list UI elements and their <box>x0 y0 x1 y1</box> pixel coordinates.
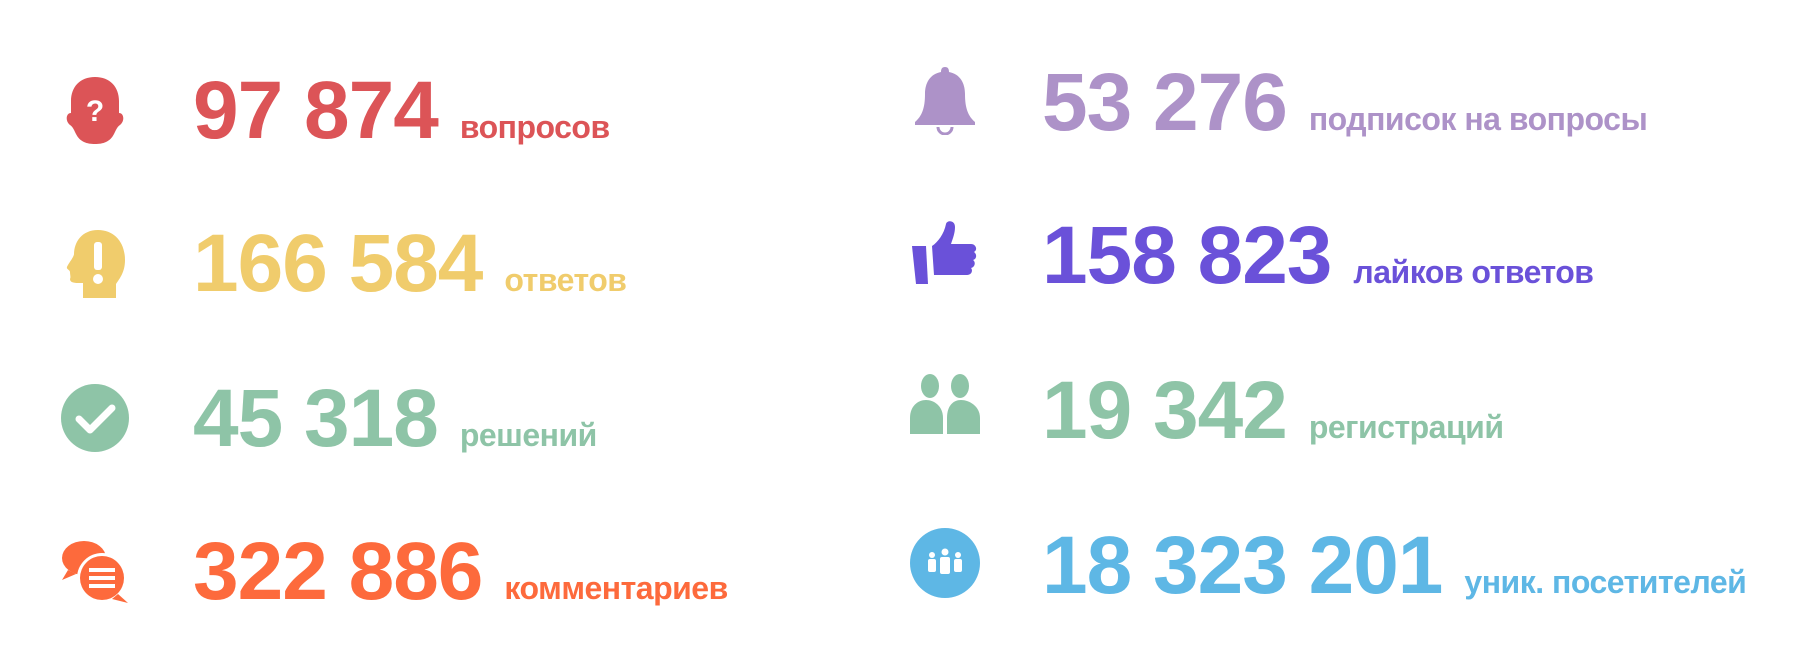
stat-likes: 158 823 лайков ответов <box>1042 210 1594 305</box>
stat-comments: 322 886 комментариев <box>193 531 728 621</box>
stat-value: 166 584 <box>193 218 483 309</box>
icon-wrap <box>60 228 130 298</box>
icon-wrap: ? <box>60 75 130 145</box>
svg-text:?: ? <box>86 95 104 128</box>
stat-label: решений <box>459 417 597 453</box>
thumbs-up-icon <box>912 221 977 284</box>
stat-value: 45 318 <box>193 373 439 464</box>
icon-wrap <box>910 528 980 598</box>
icon-wrap <box>910 218 980 288</box>
stat-value: 322 886 <box>193 526 483 617</box>
stat-registrations: 19 342 регистраций <box>1042 365 1504 460</box>
stat-subscriptions: 53 276 подписок на вопросы <box>1042 57 1648 152</box>
stat-label: комментариев <box>504 570 728 606</box>
icon-wrap <box>60 536 130 606</box>
stat-questions: 97 874 вопросов <box>193 70 610 160</box>
stat-answers: 166 584 ответов <box>193 218 627 313</box>
stat-value: 53 276 <box>1042 57 1288 148</box>
head-exclamation-icon <box>66 230 125 298</box>
icon-wrap <box>60 383 130 453</box>
check-circle-icon <box>61 384 129 452</box>
stat-visitors: 18 323 201 уник. посетителей <box>1042 520 1747 615</box>
stat-label: подписок на вопросы <box>1308 101 1648 137</box>
visitors-circle-icon <box>910 528 980 598</box>
stat-label: регистраций <box>1308 409 1504 445</box>
comments-icon <box>62 541 128 603</box>
icon-wrap <box>910 65 980 135</box>
stat-label: ответов <box>504 262 627 298</box>
stat-solutions: 45 318 решений <box>193 378 597 468</box>
users-icon <box>910 374 980 434</box>
bell-icon <box>915 67 975 135</box>
stat-value: 19 342 <box>1042 365 1288 456</box>
stat-label: лайков ответов <box>1353 254 1594 290</box>
stat-label: уник. посетителей <box>1464 564 1747 600</box>
stat-value: 18 323 201 <box>1042 520 1443 611</box>
stat-value: 97 874 <box>193 65 439 156</box>
stat-value: 158 823 <box>1042 210 1332 301</box>
icon-wrap <box>910 372 980 442</box>
stat-label: вопросов <box>459 109 610 145</box>
head-question-icon: ? <box>66 77 124 144</box>
